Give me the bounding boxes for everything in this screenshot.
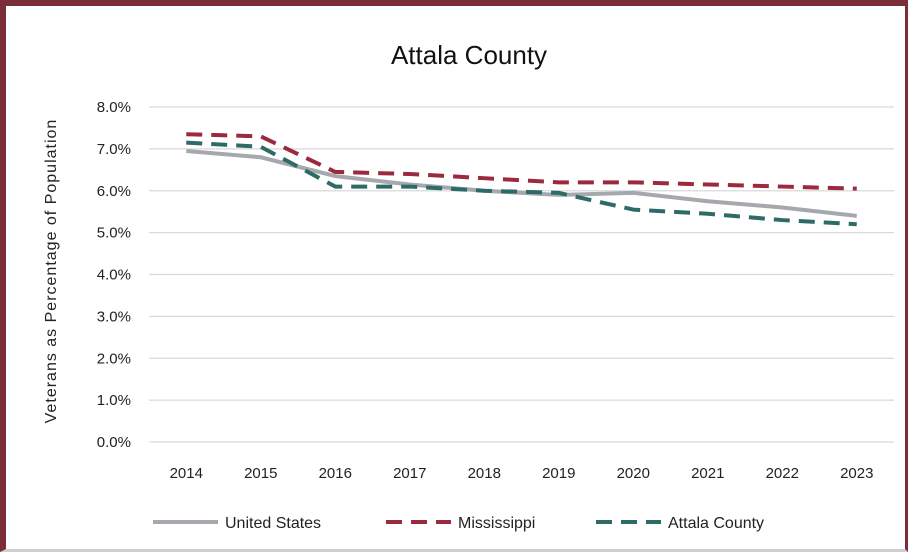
y-tick-label: 0.0% (97, 434, 131, 451)
legend-label: United States (225, 515, 321, 532)
x-tick-label: 2016 (319, 465, 352, 482)
line-chart: Attala County Veterans as Percentage of … (43, 40, 894, 532)
x-tick-label: 2017 (393, 465, 426, 482)
x-tick-label: 2015 (244, 465, 277, 482)
y-axis-label: Veterans as Percentage of Population (43, 119, 60, 424)
x-tick-label: 2014 (170, 465, 203, 482)
legend: United States Mississippi Attala County (153, 515, 764, 532)
chart-title: Attala County (391, 40, 547, 70)
x-tick-label: 2019 (542, 465, 575, 482)
series-line-united-states (186, 148, 857, 218)
x-tick-label: 2022 (766, 465, 799, 482)
x-tick-label: 2020 (617, 465, 650, 482)
x-axis-ticks: 2014 2015 2016 2017 2018 2019 2020 2021 2022 2023 (170, 465, 874, 482)
series-line-mississippi (186, 132, 857, 191)
x-tick-label: 2018 (468, 465, 501, 482)
x-tick-label: 2021 (691, 465, 724, 482)
legend-label: Attala County (668, 515, 764, 532)
y-tick-label: 1.0% (97, 392, 131, 409)
y-tick-label: 6.0% (97, 183, 131, 200)
y-tick-label: 7.0% (97, 141, 131, 158)
series-lines (186, 132, 857, 227)
y-tick-label: 3.0% (97, 308, 131, 325)
legend-label: Mississippi (458, 515, 535, 532)
y-tick-label: 5.0% (97, 225, 131, 242)
x-tick-label: 2023 (840, 465, 873, 482)
y-tick-label: 4.0% (97, 267, 131, 284)
y-axis-ticks: 0.0% 1.0% 2.0% 3.0% 4.0% 5.0% 6.0% 7.0% 8.0% (97, 99, 131, 451)
y-tick-label: 8.0% (97, 99, 131, 116)
y-tick-label: 2.0% (97, 350, 131, 367)
series-line-attala-county (186, 140, 857, 227)
gridlines (149, 106, 894, 443)
